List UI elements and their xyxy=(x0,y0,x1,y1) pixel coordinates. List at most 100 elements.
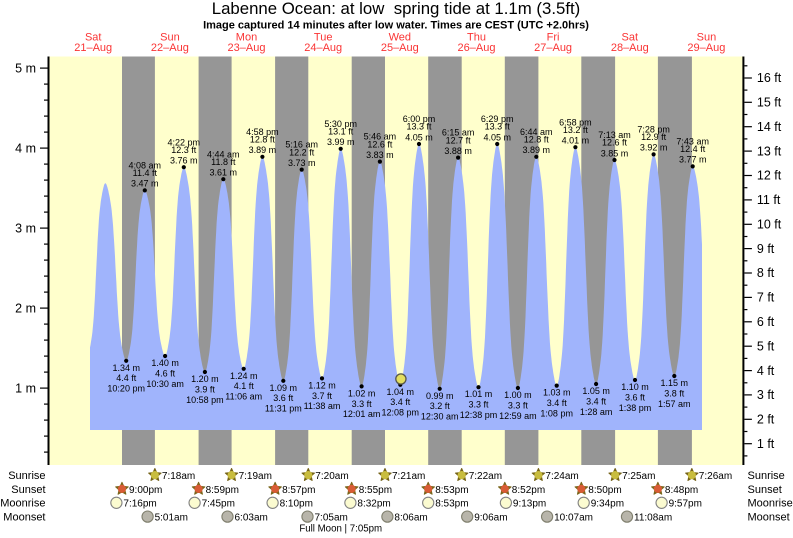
svg-text:7:20am: 7:20am xyxy=(315,471,348,482)
svg-text:1.04 m: 1.04 m xyxy=(387,387,415,397)
svg-text:3.88 m: 3.88 m xyxy=(444,146,472,156)
svg-text:7:21am: 7:21am xyxy=(392,471,425,482)
svg-text:13 ft: 13 ft xyxy=(757,144,782,158)
svg-text:Thu: Thu xyxy=(467,31,486,43)
svg-text:12:59 am: 12:59 am xyxy=(499,411,537,421)
svg-text:1 m: 1 m xyxy=(15,381,36,395)
svg-text:28–Aug: 28–Aug xyxy=(611,42,649,54)
svg-text:1.02 m: 1.02 m xyxy=(348,388,376,398)
svg-text:6 ft: 6 ft xyxy=(757,315,775,329)
svg-text:13.2 ft: 13.2 ft xyxy=(563,125,589,135)
svg-text:3 m: 3 m xyxy=(15,221,36,235)
svg-text:6:00 pm: 6:00 pm xyxy=(403,114,436,124)
svg-text:14 ft: 14 ft xyxy=(757,120,782,134)
svg-text:Image captured 14 minutes afte: Image captured 14 minutes after low wate… xyxy=(203,19,589,31)
svg-text:1:38 pm: 1:38 pm xyxy=(619,403,652,413)
svg-text:10:30 am: 10:30 am xyxy=(146,379,184,389)
svg-text:8:48pm: 8:48pm xyxy=(665,485,698,496)
svg-text:8:32pm: 8:32pm xyxy=(357,499,390,510)
svg-text:4.1 ft: 4.1 ft xyxy=(234,381,255,391)
svg-text:4:22 pm: 4:22 pm xyxy=(168,137,201,147)
svg-text:3.9 ft: 3.9 ft xyxy=(195,384,216,394)
svg-text:1.15 m: 1.15 m xyxy=(661,378,689,388)
svg-text:3.2 ft: 3.2 ft xyxy=(430,401,451,411)
svg-text:1.34 m: 1.34 m xyxy=(112,363,140,373)
svg-text:10:58 pm: 10:58 pm xyxy=(186,395,224,405)
svg-text:11.8 ft: 11.8 ft xyxy=(211,157,236,167)
svg-text:1:08 pm: 1:08 pm xyxy=(540,408,573,418)
svg-text:3.76 m: 3.76 m xyxy=(170,156,198,166)
svg-text:4.01 m: 4.01 m xyxy=(562,136,590,146)
svg-text:6:29 pm: 6:29 pm xyxy=(481,114,514,124)
svg-text:8:52pm: 8:52pm xyxy=(512,485,545,496)
svg-text:7:16pm: 7:16pm xyxy=(123,499,156,510)
svg-text:5 m: 5 m xyxy=(15,61,36,75)
svg-text:5:16 am: 5:16 am xyxy=(285,140,318,150)
svg-text:8:57pm: 8:57pm xyxy=(282,485,315,496)
svg-text:12:38 pm: 12:38 pm xyxy=(460,410,498,420)
svg-text:Moonrise: Moonrise xyxy=(0,498,45,510)
svg-text:23–Aug: 23–Aug xyxy=(228,42,266,54)
svg-text:3.6 ft: 3.6 ft xyxy=(625,392,646,402)
svg-text:6:44 am: 6:44 am xyxy=(520,127,553,137)
svg-text:8:50pm: 8:50pm xyxy=(588,485,621,496)
svg-text:2 m: 2 m xyxy=(15,301,36,315)
svg-text:12:01 am: 12:01 am xyxy=(343,409,381,419)
svg-text:3.61 m: 3.61 m xyxy=(210,168,238,178)
svg-text:4.6 ft: 4.6 ft xyxy=(155,368,176,378)
svg-text:12.3 ft: 12.3 ft xyxy=(171,145,197,155)
svg-text:Labenne Ocean: at low spring: Labenne Ocean: at low spring tide at 1.1… xyxy=(212,0,580,18)
svg-text:6:15 am: 6:15 am xyxy=(442,128,475,138)
svg-text:1:57 am: 1:57 am xyxy=(658,399,691,409)
svg-text:22–Aug: 22–Aug xyxy=(151,42,189,54)
svg-text:3.3 ft: 3.3 ft xyxy=(468,400,489,410)
svg-text:1.24 m: 1.24 m xyxy=(230,371,258,381)
svg-text:Sunset: Sunset xyxy=(11,484,45,496)
svg-text:5:46 am: 5:46 am xyxy=(364,132,397,142)
svg-text:3.47 m: 3.47 m xyxy=(131,179,159,189)
svg-text:3.7 ft: 3.7 ft xyxy=(312,391,333,401)
svg-text:8:06am: 8:06am xyxy=(394,513,427,524)
svg-text:1.01 m: 1.01 m xyxy=(465,389,493,399)
svg-text:3.4 ft: 3.4 ft xyxy=(586,396,607,406)
svg-text:25–Aug: 25–Aug xyxy=(381,42,419,54)
svg-text:1.40 m: 1.40 m xyxy=(151,358,179,368)
svg-text:12.7 ft: 12.7 ft xyxy=(446,135,472,145)
svg-text:4.05 m: 4.05 m xyxy=(483,132,511,142)
svg-text:7:28 pm: 7:28 pm xyxy=(637,125,670,135)
svg-text:12:08 pm: 12:08 pm xyxy=(382,408,420,418)
svg-text:10 ft: 10 ft xyxy=(757,218,782,232)
svg-text:11:06 am: 11:06 am xyxy=(225,392,262,402)
svg-text:12.9 ft: 12.9 ft xyxy=(641,132,667,142)
svg-text:Sunrise: Sunrise xyxy=(748,470,785,482)
svg-text:11:08am: 11:08am xyxy=(634,513,672,524)
svg-text:8:59pm: 8:59pm xyxy=(206,485,239,496)
svg-text:9:13pm: 9:13pm xyxy=(513,499,546,510)
svg-text:12.8 ft: 12.8 ft xyxy=(524,135,550,145)
svg-text:3.89 m: 3.89 m xyxy=(249,145,277,155)
svg-text:12.8 ft: 12.8 ft xyxy=(250,135,276,145)
svg-text:11.4 ft: 11.4 ft xyxy=(133,168,158,178)
svg-text:Sunrise: Sunrise xyxy=(8,470,45,482)
svg-text:Full Moon | 7:05pm: Full Moon | 7:05pm xyxy=(299,524,382,535)
svg-text:2 ft: 2 ft xyxy=(757,413,775,427)
svg-text:10:20 pm: 10:20 pm xyxy=(107,384,145,394)
svg-text:Sat: Sat xyxy=(85,31,102,43)
svg-text:13.3 ft: 13.3 ft xyxy=(406,122,432,132)
svg-text:1.03 m: 1.03 m xyxy=(543,388,571,398)
svg-text:3.6 ft: 3.6 ft xyxy=(273,393,294,403)
svg-text:7:05am: 7:05am xyxy=(315,513,348,524)
svg-text:1.05 m: 1.05 m xyxy=(582,386,610,396)
svg-text:7:22am: 7:22am xyxy=(469,471,502,482)
svg-text:3.4 ft: 3.4 ft xyxy=(390,397,411,407)
svg-text:3.77 m: 3.77 m xyxy=(679,155,707,165)
svg-text:3.89 m: 3.89 m xyxy=(523,145,551,155)
svg-text:1.20 m: 1.20 m xyxy=(191,374,219,384)
svg-text:Moonset: Moonset xyxy=(3,512,45,524)
svg-text:13.3 ft: 13.3 ft xyxy=(485,122,511,132)
svg-text:11:38 am: 11:38 am xyxy=(304,401,341,411)
svg-text:6:58 pm: 6:58 pm xyxy=(559,117,592,127)
svg-text:7:45pm: 7:45pm xyxy=(202,499,235,510)
svg-text:3.83 m: 3.83 m xyxy=(366,150,394,160)
svg-text:5:30 pm: 5:30 pm xyxy=(324,119,357,129)
